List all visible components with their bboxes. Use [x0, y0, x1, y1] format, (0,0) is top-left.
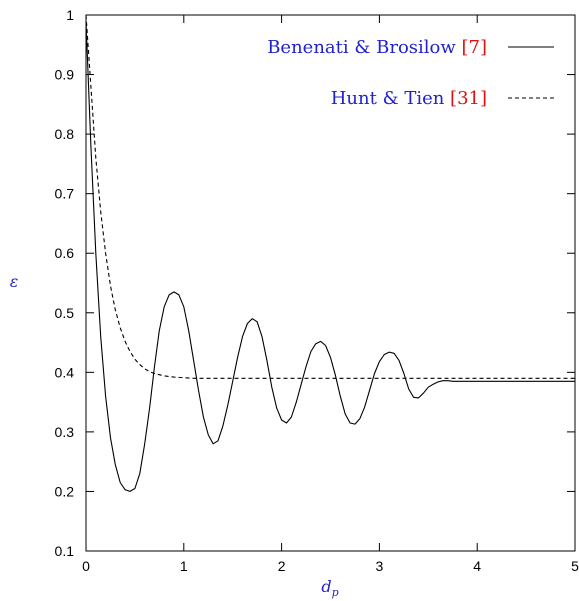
legend-series-name: Benenati & Brosilow — [267, 37, 461, 58]
x-tick-label: 4 — [473, 558, 481, 574]
y-tick-label: 0.8 — [55, 126, 75, 142]
x-tick-label: 1 — [180, 558, 188, 574]
legend-entry-hunt-tien: Hunt & Tien [31] — [331, 88, 554, 109]
y-tick-label: 0.4 — [55, 364, 75, 380]
legend-label: Hunt & Tien [31] — [331, 88, 487, 109]
y-axis: 0.1 0.2 0.3 0.4 0.5 0.6 0.7 0.8 0.9 1 — [55, 7, 575, 559]
x-tick-label: 0 — [82, 558, 90, 574]
legend-series-name: Hunt & Tien — [331, 88, 450, 109]
series-line-hunt-tien — [85, 14, 575, 379]
x-tick-label: 2 — [278, 558, 286, 574]
legend-citation: [7] — [462, 37, 488, 58]
y-tick-label: 0.3 — [55, 424, 75, 440]
y-tick-label: 0.5 — [55, 305, 75, 321]
x-axis-label: dp — [321, 577, 338, 599]
series-line-benenati-brosilow — [85, 20, 575, 492]
x-tick-label: 3 — [376, 558, 384, 574]
y-tick-label: 0.9 — [55, 67, 75, 83]
legend-label: Benenati & Brosilow [7] — [267, 37, 487, 58]
y-tick-label: 0.2 — [55, 483, 75, 499]
legend-entry-benenati-brosilow: Benenati & Brosilow [7] — [267, 37, 554, 58]
plot-border — [85, 14, 576, 552]
legend-citation: [31] — [450, 88, 487, 109]
y-tick-label: 0.7 — [55, 186, 75, 202]
y-tick-label: 0.1 — [55, 543, 75, 559]
y-tick-label: 1 — [66, 7, 74, 23]
y-tick-label: 0.6 — [55, 245, 75, 261]
x-axis-label-sub: p — [332, 586, 339, 599]
x-tick-label: 5 — [571, 558, 579, 574]
y-axis-label: ε — [10, 272, 19, 291]
x-axis-label-main: d — [321, 577, 331, 596]
series-layer — [85, 14, 575, 492]
legend: Benenati & Brosilow [7] Hunt & Tien [31] — [267, 37, 554, 109]
x-axis: 0 1 2 3 4 5 — [82, 15, 579, 574]
plot-frame — [85, 14, 576, 552]
